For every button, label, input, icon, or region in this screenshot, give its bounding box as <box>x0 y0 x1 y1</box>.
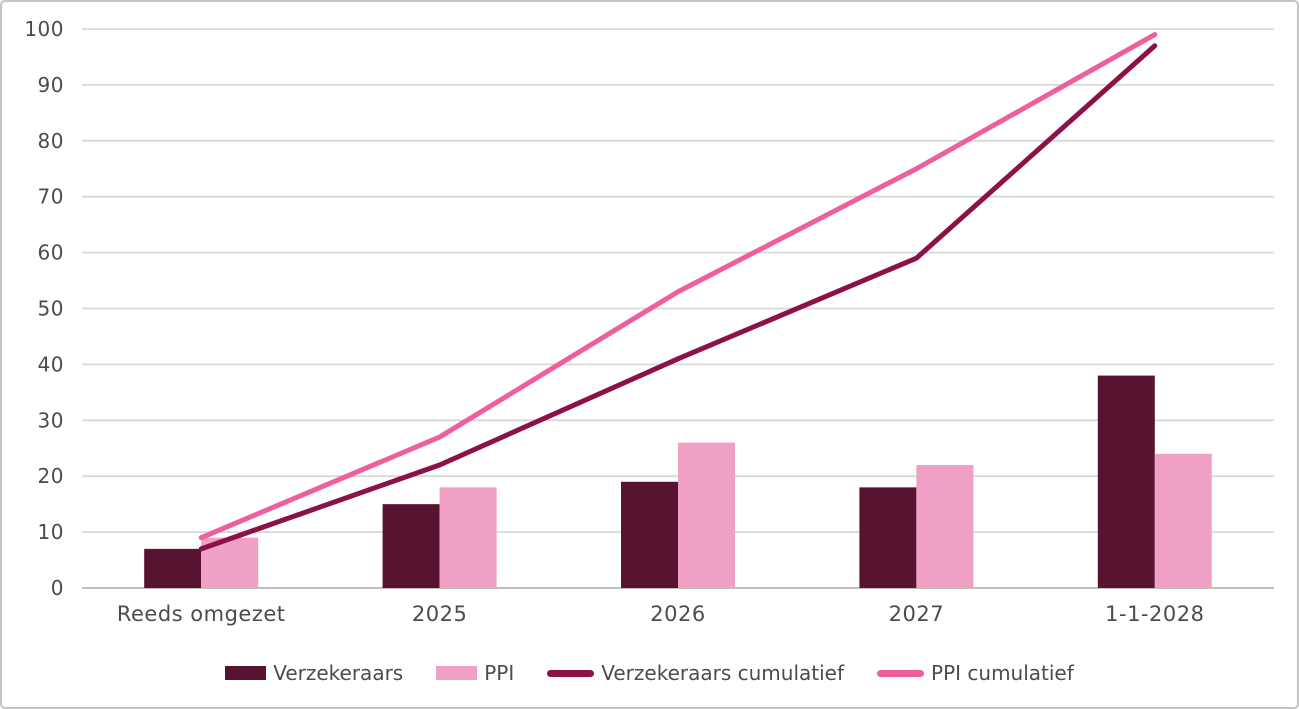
y-tick-label-40: 40 <box>38 352 64 376</box>
y-tick-label-10: 10 <box>38 520 64 544</box>
bar-verzekeraars-2025 <box>382 504 440 588</box>
x-tick-label-2027: 2027 <box>889 602 944 626</box>
line-ppi-cumulatief <box>198 32 1158 541</box>
y-tick-label-70: 70 <box>38 185 64 209</box>
y-tick-label-90: 90 <box>38 73 64 97</box>
bar-ppi-2026 <box>678 442 735 588</box>
y-tick-label-20: 20 <box>38 464 64 488</box>
bar-verzekeraars-1-1-2028 <box>1097 375 1155 588</box>
x-tick-label-reeds-omgezet: Reeds omgezet <box>117 602 286 626</box>
bar-ppi-2025 <box>439 487 497 588</box>
bar-ppi-1-1-2028 <box>1154 453 1212 588</box>
bar-verzekeraars-reeds-omgezet <box>144 548 202 588</box>
bar-verzekeraars-2026 <box>621 481 678 588</box>
y-tick-label-0: 0 <box>51 576 64 600</box>
y-tick-label-80: 80 <box>38 129 64 153</box>
y-tick-label-60: 60 <box>38 241 64 265</box>
y-tick-label-30: 30 <box>38 408 64 432</box>
x-tick-label-2026: 2026 <box>650 602 705 626</box>
bar-verzekeraars-2027 <box>859 487 917 588</box>
x-tick-label-1-1-2028: 1-1-2028 <box>1105 602 1204 626</box>
y-tick-label-50: 50 <box>38 297 64 321</box>
y-tick-label-100: 100 <box>24 17 64 41</box>
x-tick-label-2025: 2025 <box>412 602 467 626</box>
bar-ppi-2027 <box>916 465 974 588</box>
line-verzekeraars-cumulatief <box>198 43 1158 552</box>
